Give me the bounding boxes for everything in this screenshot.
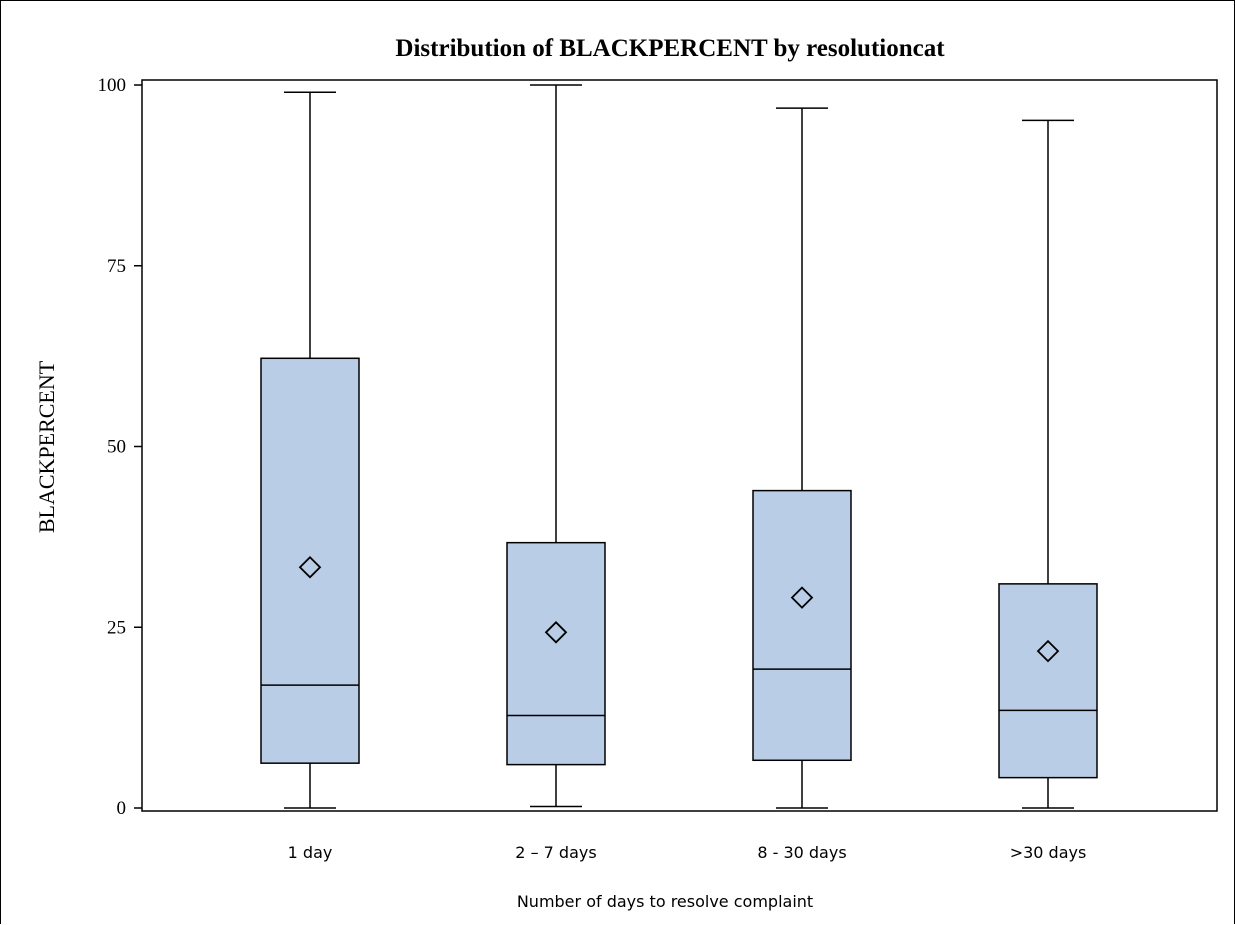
y-tick-label: 25 (107, 617, 126, 638)
box-group (506, 84, 606, 808)
iqr-box (260, 357, 360, 764)
iqr-box (506, 541, 606, 766)
x-tick-label: >30 days (1010, 843, 1087, 862)
iqr-box (752, 489, 852, 762)
mean-marker (544, 621, 568, 644)
y-axis: 0 25 50 75 100 (98, 75, 142, 819)
y-tick-label: 75 (107, 256, 126, 277)
x-tick-label: 1 day (288, 843, 333, 862)
x-tick-label: 8 - 30 days (757, 843, 846, 862)
plot-area (141, 79, 1218, 812)
x-axis-label: Number of days to resolve complaint (517, 892, 813, 911)
y-tick-label: 50 (107, 437, 126, 458)
mean-marker (1036, 639, 1060, 663)
mean-marker (790, 586, 814, 609)
plot-frame (141, 79, 1218, 812)
box-series (260, 84, 1098, 809)
y-tick-label: 0 (117, 798, 127, 819)
y-tick-label: 100 (98, 75, 127, 96)
x-tick-label: 2 – 7 days (515, 843, 596, 862)
chart-title: Distribution of BLACKPERCENT by resoluti… (395, 35, 945, 62)
box-group (260, 91, 360, 809)
box-group (998, 119, 1098, 809)
box-group (752, 107, 852, 809)
x-axis: 1 day 2 – 7 days 8 - 30 days >30 days (288, 843, 1087, 862)
y-axis-label: BLACKPERCENT (34, 360, 59, 533)
iqr-box (998, 583, 1098, 779)
mean-marker (298, 555, 322, 579)
